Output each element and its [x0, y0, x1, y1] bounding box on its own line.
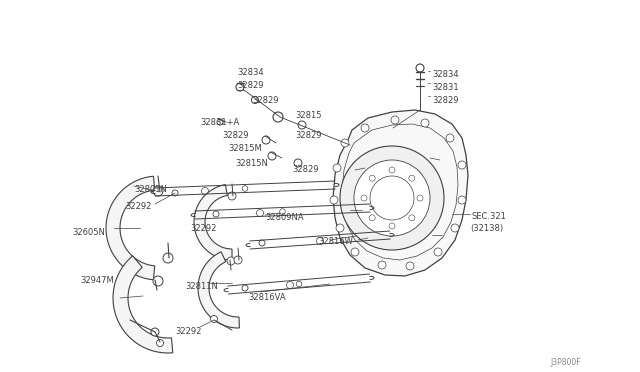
Text: 32831: 32831	[432, 83, 459, 92]
Text: J3P800F: J3P800F	[550, 358, 580, 367]
Circle shape	[369, 215, 375, 221]
Circle shape	[202, 187, 209, 195]
Circle shape	[341, 139, 349, 147]
Circle shape	[354, 160, 430, 236]
Text: 32829: 32829	[432, 96, 458, 105]
Text: 32829: 32829	[237, 81, 264, 90]
Text: 32829: 32829	[292, 165, 319, 174]
Text: 32816W: 32816W	[318, 237, 353, 246]
Polygon shape	[106, 176, 155, 280]
Circle shape	[236, 83, 244, 91]
Circle shape	[378, 261, 386, 269]
Polygon shape	[198, 252, 239, 328]
Circle shape	[434, 248, 442, 256]
Text: 32292: 32292	[125, 202, 152, 211]
Text: 32834: 32834	[237, 68, 264, 77]
Text: 32816VA: 32816VA	[248, 293, 285, 302]
Text: 32834: 32834	[432, 70, 459, 79]
Circle shape	[211, 315, 218, 323]
Circle shape	[446, 134, 454, 142]
Text: (32138): (32138)	[470, 224, 503, 233]
Circle shape	[389, 167, 395, 173]
Text: 32815: 32815	[295, 111, 321, 120]
Circle shape	[333, 164, 341, 172]
Circle shape	[153, 186, 163, 196]
Circle shape	[416, 64, 424, 72]
Text: 32815M: 32815M	[228, 144, 262, 153]
Circle shape	[227, 257, 235, 265]
Circle shape	[361, 195, 367, 201]
Circle shape	[391, 116, 399, 124]
Circle shape	[157, 340, 163, 346]
Circle shape	[409, 175, 415, 181]
Text: 32292: 32292	[190, 224, 216, 233]
Text: 32829: 32829	[222, 131, 248, 140]
Text: 32947M: 32947M	[80, 276, 114, 285]
Text: 32831+A: 32831+A	[200, 118, 239, 127]
Circle shape	[458, 161, 466, 169]
Text: 32801N: 32801N	[134, 185, 167, 194]
Circle shape	[330, 196, 338, 204]
Circle shape	[361, 124, 369, 132]
Polygon shape	[333, 110, 468, 276]
Text: 32292: 32292	[175, 327, 202, 336]
Text: 32811N: 32811N	[185, 282, 218, 291]
Circle shape	[409, 215, 415, 221]
Circle shape	[317, 237, 323, 243]
Circle shape	[421, 119, 429, 127]
Text: 32815N: 32815N	[235, 159, 268, 168]
Circle shape	[317, 237, 323, 244]
Circle shape	[340, 146, 444, 250]
Text: 32809NA: 32809NA	[265, 213, 303, 222]
Circle shape	[287, 282, 294, 289]
Text: 32605N: 32605N	[72, 228, 105, 237]
Circle shape	[280, 209, 285, 214]
Circle shape	[351, 248, 359, 256]
Circle shape	[389, 223, 395, 229]
Circle shape	[458, 196, 466, 204]
Circle shape	[257, 209, 264, 217]
Polygon shape	[113, 256, 173, 353]
Circle shape	[451, 224, 459, 232]
Circle shape	[242, 186, 248, 191]
Polygon shape	[194, 185, 232, 260]
Circle shape	[163, 253, 173, 263]
Text: 32829: 32829	[252, 96, 278, 105]
Circle shape	[151, 328, 159, 336]
Circle shape	[228, 192, 236, 200]
Circle shape	[417, 195, 423, 201]
Circle shape	[336, 224, 344, 232]
Circle shape	[153, 276, 163, 286]
Circle shape	[406, 262, 414, 270]
Text: SEC.321: SEC.321	[472, 212, 507, 221]
Circle shape	[296, 281, 302, 287]
Circle shape	[369, 175, 375, 181]
Circle shape	[234, 256, 242, 264]
Text: 32829: 32829	[295, 131, 321, 140]
